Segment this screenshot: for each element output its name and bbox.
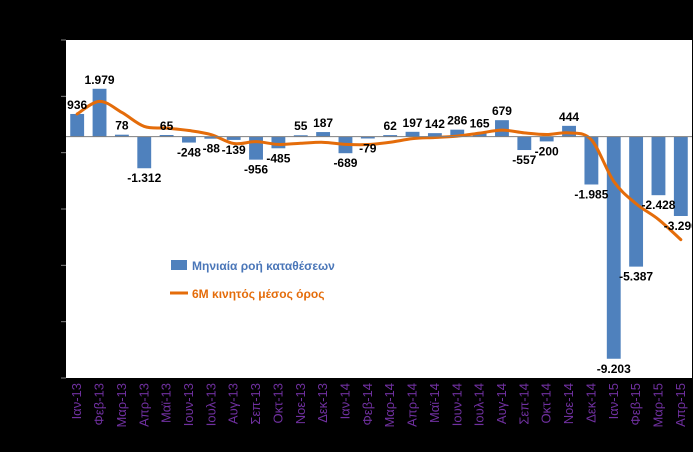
- data-label: -248: [177, 146, 201, 160]
- x-tick-label: Ιουν-14: [449, 383, 464, 426]
- x-tick-label: Μαϊ-14: [427, 383, 442, 423]
- data-label: -88: [203, 142, 221, 156]
- data-label: 65: [160, 119, 174, 133]
- data-label: 1.979: [85, 73, 115, 87]
- bar: [517, 136, 532, 151]
- x-tick-label: Φεβ-14: [360, 383, 375, 425]
- data-label: -5.387: [619, 270, 653, 284]
- legend-line-label: 6Μ κινητός μέσος όρος: [192, 287, 325, 301]
- data-label: 679: [492, 104, 512, 118]
- data-label: 197: [403, 116, 423, 130]
- data-label: -1.985: [574, 187, 608, 201]
- x-tick-label: Μαρ-13: [114, 383, 129, 428]
- bar: [249, 136, 263, 160]
- bar: [673, 136, 688, 217]
- data-label: 55: [294, 119, 308, 133]
- bar: [651, 136, 666, 196]
- x-tick-label: Απρ-13: [136, 383, 151, 427]
- x-tick-label: Σεπ-14: [516, 383, 531, 425]
- data-label: 62: [383, 119, 397, 133]
- data-label: 286: [447, 114, 467, 128]
- x-tick-label: Φεβ-15: [628, 383, 643, 425]
- data-label: -200: [535, 144, 559, 158]
- x-axis-ticks: Ιαν-13 Φεβ-13 Μαρ-13 Απρ-13 Μαϊ-13 Ιουν-13 Ιου…: [69, 383, 688, 428]
- data-label: -485: [266, 151, 290, 165]
- x-tick-label: Απρ-15: [673, 383, 688, 427]
- data-label: -3.290: [664, 219, 693, 233]
- bar: [606, 136, 621, 359]
- x-tick-label: Οκτ-13: [270, 383, 285, 424]
- bar: [271, 136, 286, 149]
- x-tick-label: Απρ-14: [405, 383, 420, 427]
- bar: [92, 88, 107, 137]
- bar: [495, 120, 509, 137]
- data-label: -79: [359, 141, 377, 155]
- x-tick-label: Ιουλ-13: [203, 383, 218, 426]
- x-tick-label: Μαρ-14: [382, 383, 397, 428]
- bar: [450, 129, 465, 137]
- bar-series: [70, 88, 688, 359]
- bar: [405, 131, 420, 137]
- x-tick-label: Νοε-14: [561, 383, 576, 424]
- x-tick-label: Ιαν-13: [69, 383, 84, 419]
- x-tick-label: Φεβ-13: [92, 383, 107, 425]
- data-label: 165: [470, 117, 490, 131]
- bar: [70, 113, 85, 137]
- bar: [293, 135, 308, 137]
- bar: [360, 136, 375, 139]
- data-label: 936: [67, 98, 87, 112]
- data-label: -9.203: [597, 362, 631, 376]
- x-tick-label: Μαϊ-13: [159, 383, 174, 423]
- y-axis-ticks: [61, 39, 66, 379]
- x-tick-label: Σεπ-13: [248, 383, 263, 425]
- bar: [383, 135, 398, 137]
- data-label: -956: [244, 163, 268, 177]
- bar: [539, 136, 554, 142]
- bar: [629, 136, 644, 267]
- x-tick-label: Ιουν-13: [181, 383, 196, 426]
- bar: [427, 133, 442, 137]
- data-label: 187: [313, 116, 333, 130]
- data-label: -1.312: [127, 171, 161, 185]
- data-label: -139: [222, 143, 246, 157]
- line-series: [75, 99, 683, 242]
- x-tick-label: Αυγ-14: [494, 383, 509, 424]
- data-label: -689: [333, 156, 357, 170]
- data-labels: 936 1.979 78 -1.312 65-248 -88 -139 -956-485 55 1…: [67, 73, 693, 376]
- bar: [114, 134, 129, 137]
- x-tick-label: Μαρ-15: [650, 383, 665, 428]
- data-label: 142: [425, 117, 445, 131]
- data-label: -557: [512, 153, 536, 167]
- x-tick-label: Δεκ-13: [315, 383, 330, 423]
- data-label: 444: [559, 110, 579, 124]
- x-tick-label: Ιαν-14: [337, 383, 352, 419]
- x-tick-label: Δεκ-14: [583, 383, 598, 423]
- legend: Μηνιαία ροή καταθέσεων 6Μ κινητός μέσος …: [170, 259, 335, 301]
- bar: [204, 136, 219, 139]
- x-tick-label: Αυγ-13: [226, 383, 241, 424]
- bar: [182, 136, 196, 143]
- legend-bar-swatch: [171, 260, 187, 270]
- data-label: -2.428: [641, 198, 675, 212]
- legend-bar-label: Μηνιαία ροή καταθέσεων: [192, 259, 335, 273]
- bar: [316, 132, 331, 137]
- x-tick-label: Ιαν-15: [606, 383, 621, 419]
- plot-area: [66, 40, 692, 378]
- x-tick-label: Ιουλ-14: [472, 383, 487, 426]
- bar: [137, 136, 152, 169]
- x-tick-label: Νοε-13: [293, 383, 308, 424]
- x-tick-label: Οκτ-14: [539, 383, 554, 424]
- bar: [159, 135, 174, 137]
- bar: [226, 136, 241, 140]
- moving-average-line: [75, 99, 683, 242]
- data-label: 78: [115, 119, 129, 133]
- bar: [584, 136, 599, 185]
- bar: [562, 125, 576, 137]
